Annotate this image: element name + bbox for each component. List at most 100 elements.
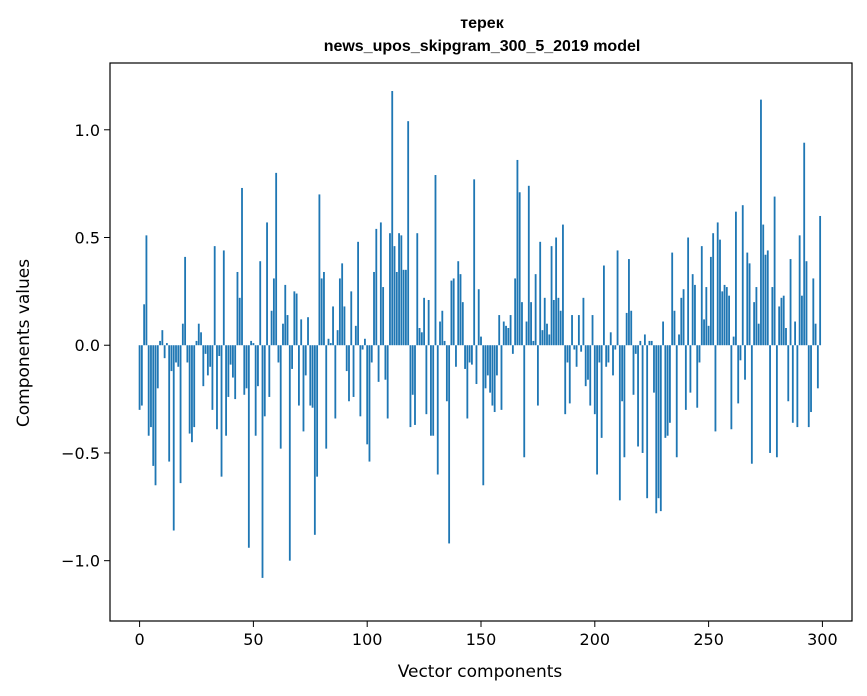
bar-59 [272, 278, 275, 346]
bar-141 [459, 274, 462, 346]
bar-197 [587, 345, 589, 380]
bar-186 [562, 224, 564, 346]
bar-49 [250, 340, 253, 346]
bar-152 [484, 345, 487, 389]
bar-48 [247, 345, 250, 548]
bar-274 [762, 224, 765, 346]
bar-298 [816, 345, 819, 389]
bar-235 [673, 310, 676, 346]
bar-219 [637, 345, 639, 447]
x-tick-label: 200 [580, 630, 611, 649]
bar-254 [716, 222, 719, 346]
bar-166 [516, 159, 519, 346]
bar-25 [195, 340, 198, 346]
bar-231 [664, 345, 667, 438]
bar-2 [143, 304, 146, 346]
bar-44 [238, 297, 241, 346]
bar-253 [714, 345, 717, 432]
bar-266 [744, 345, 746, 380]
bar-56 [266, 222, 268, 346]
bar-153 [486, 345, 489, 376]
bar-75 [309, 345, 312, 406]
bar-255 [719, 239, 721, 346]
bar-200 [593, 345, 596, 415]
bar-50 [252, 343, 255, 346]
bar-288 [794, 321, 797, 346]
bar-299 [819, 215, 822, 346]
bar-182 [552, 299, 555, 346]
bar-107 [382, 287, 385, 346]
bar-143 [464, 345, 466, 369]
bar-209 [614, 345, 617, 350]
bar-103 [373, 271, 375, 346]
bar-134 [443, 340, 446, 346]
bar-243 [691, 274, 694, 346]
bar-202 [598, 345, 601, 363]
bar-42 [234, 345, 237, 400]
bar-171 [527, 185, 530, 346]
x-tick-label: 250 [693, 630, 724, 649]
y-tick-label: 1.0 [75, 121, 100, 140]
bar-40 [229, 345, 232, 365]
bar-11 [163, 345, 166, 359]
bar-117 [404, 269, 407, 346]
bar-170 [525, 321, 528, 346]
bar-276 [766, 250, 769, 346]
bar-64 [284, 284, 287, 346]
bar-120 [411, 345, 414, 395]
bar-79 [318, 194, 321, 346]
bar-24 [193, 345, 196, 428]
bar-21 [186, 345, 189, 363]
bar-230 [662, 321, 664, 346]
bar-237 [678, 334, 680, 346]
bar-55 [263, 345, 266, 417]
bar-108 [384, 345, 387, 380]
bar-244 [694, 284, 696, 346]
bar-159 [500, 345, 503, 410]
bar-217 [632, 345, 635, 395]
bar-216 [630, 310, 633, 346]
bars-group [138, 91, 822, 578]
bar-177 [541, 330, 544, 346]
bar-135 [445, 345, 448, 402]
x-axis-label: Vector components [398, 662, 563, 682]
bar-62 [279, 345, 282, 449]
bar-80 [320, 278, 323, 346]
bar-180 [548, 334, 551, 346]
bar-115 [400, 235, 403, 346]
bar-66 [288, 345, 291, 561]
bar-281 [778, 306, 781, 346]
bar-179 [546, 323, 548, 346]
bar-215 [628, 259, 630, 346]
bar-52 [257, 345, 259, 387]
bar-184 [557, 297, 560, 346]
bar-262 [735, 211, 737, 346]
bar-248 [703, 319, 705, 346]
bar-91 [345, 345, 348, 372]
bar-105 [377, 345, 380, 382]
bar-77 [313, 345, 316, 535]
bar-207 [609, 332, 612, 346]
bar-140 [457, 261, 460, 346]
bar-249 [705, 287, 708, 346]
bar-206 [607, 345, 610, 363]
bar-124 [420, 332, 423, 346]
bar-234 [671, 252, 674, 346]
bar-163 [509, 315, 512, 346]
bar-260 [730, 345, 733, 430]
x-tick-label: 50 [243, 630, 263, 649]
bar-190 [571, 315, 573, 346]
bar-68 [293, 291, 296, 346]
bar-94 [352, 345, 355, 397]
bar-17 [177, 345, 180, 367]
bar-149 [477, 289, 480, 346]
bar-76 [311, 345, 314, 408]
bar-96 [357, 241, 359, 346]
bar-85 [332, 306, 334, 346]
bar-165 [514, 278, 517, 346]
bar-19 [181, 323, 184, 346]
bar-174 [534, 274, 537, 346]
bar-12 [165, 343, 168, 346]
bar-196 [584, 345, 587, 387]
bar-290 [798, 235, 801, 346]
